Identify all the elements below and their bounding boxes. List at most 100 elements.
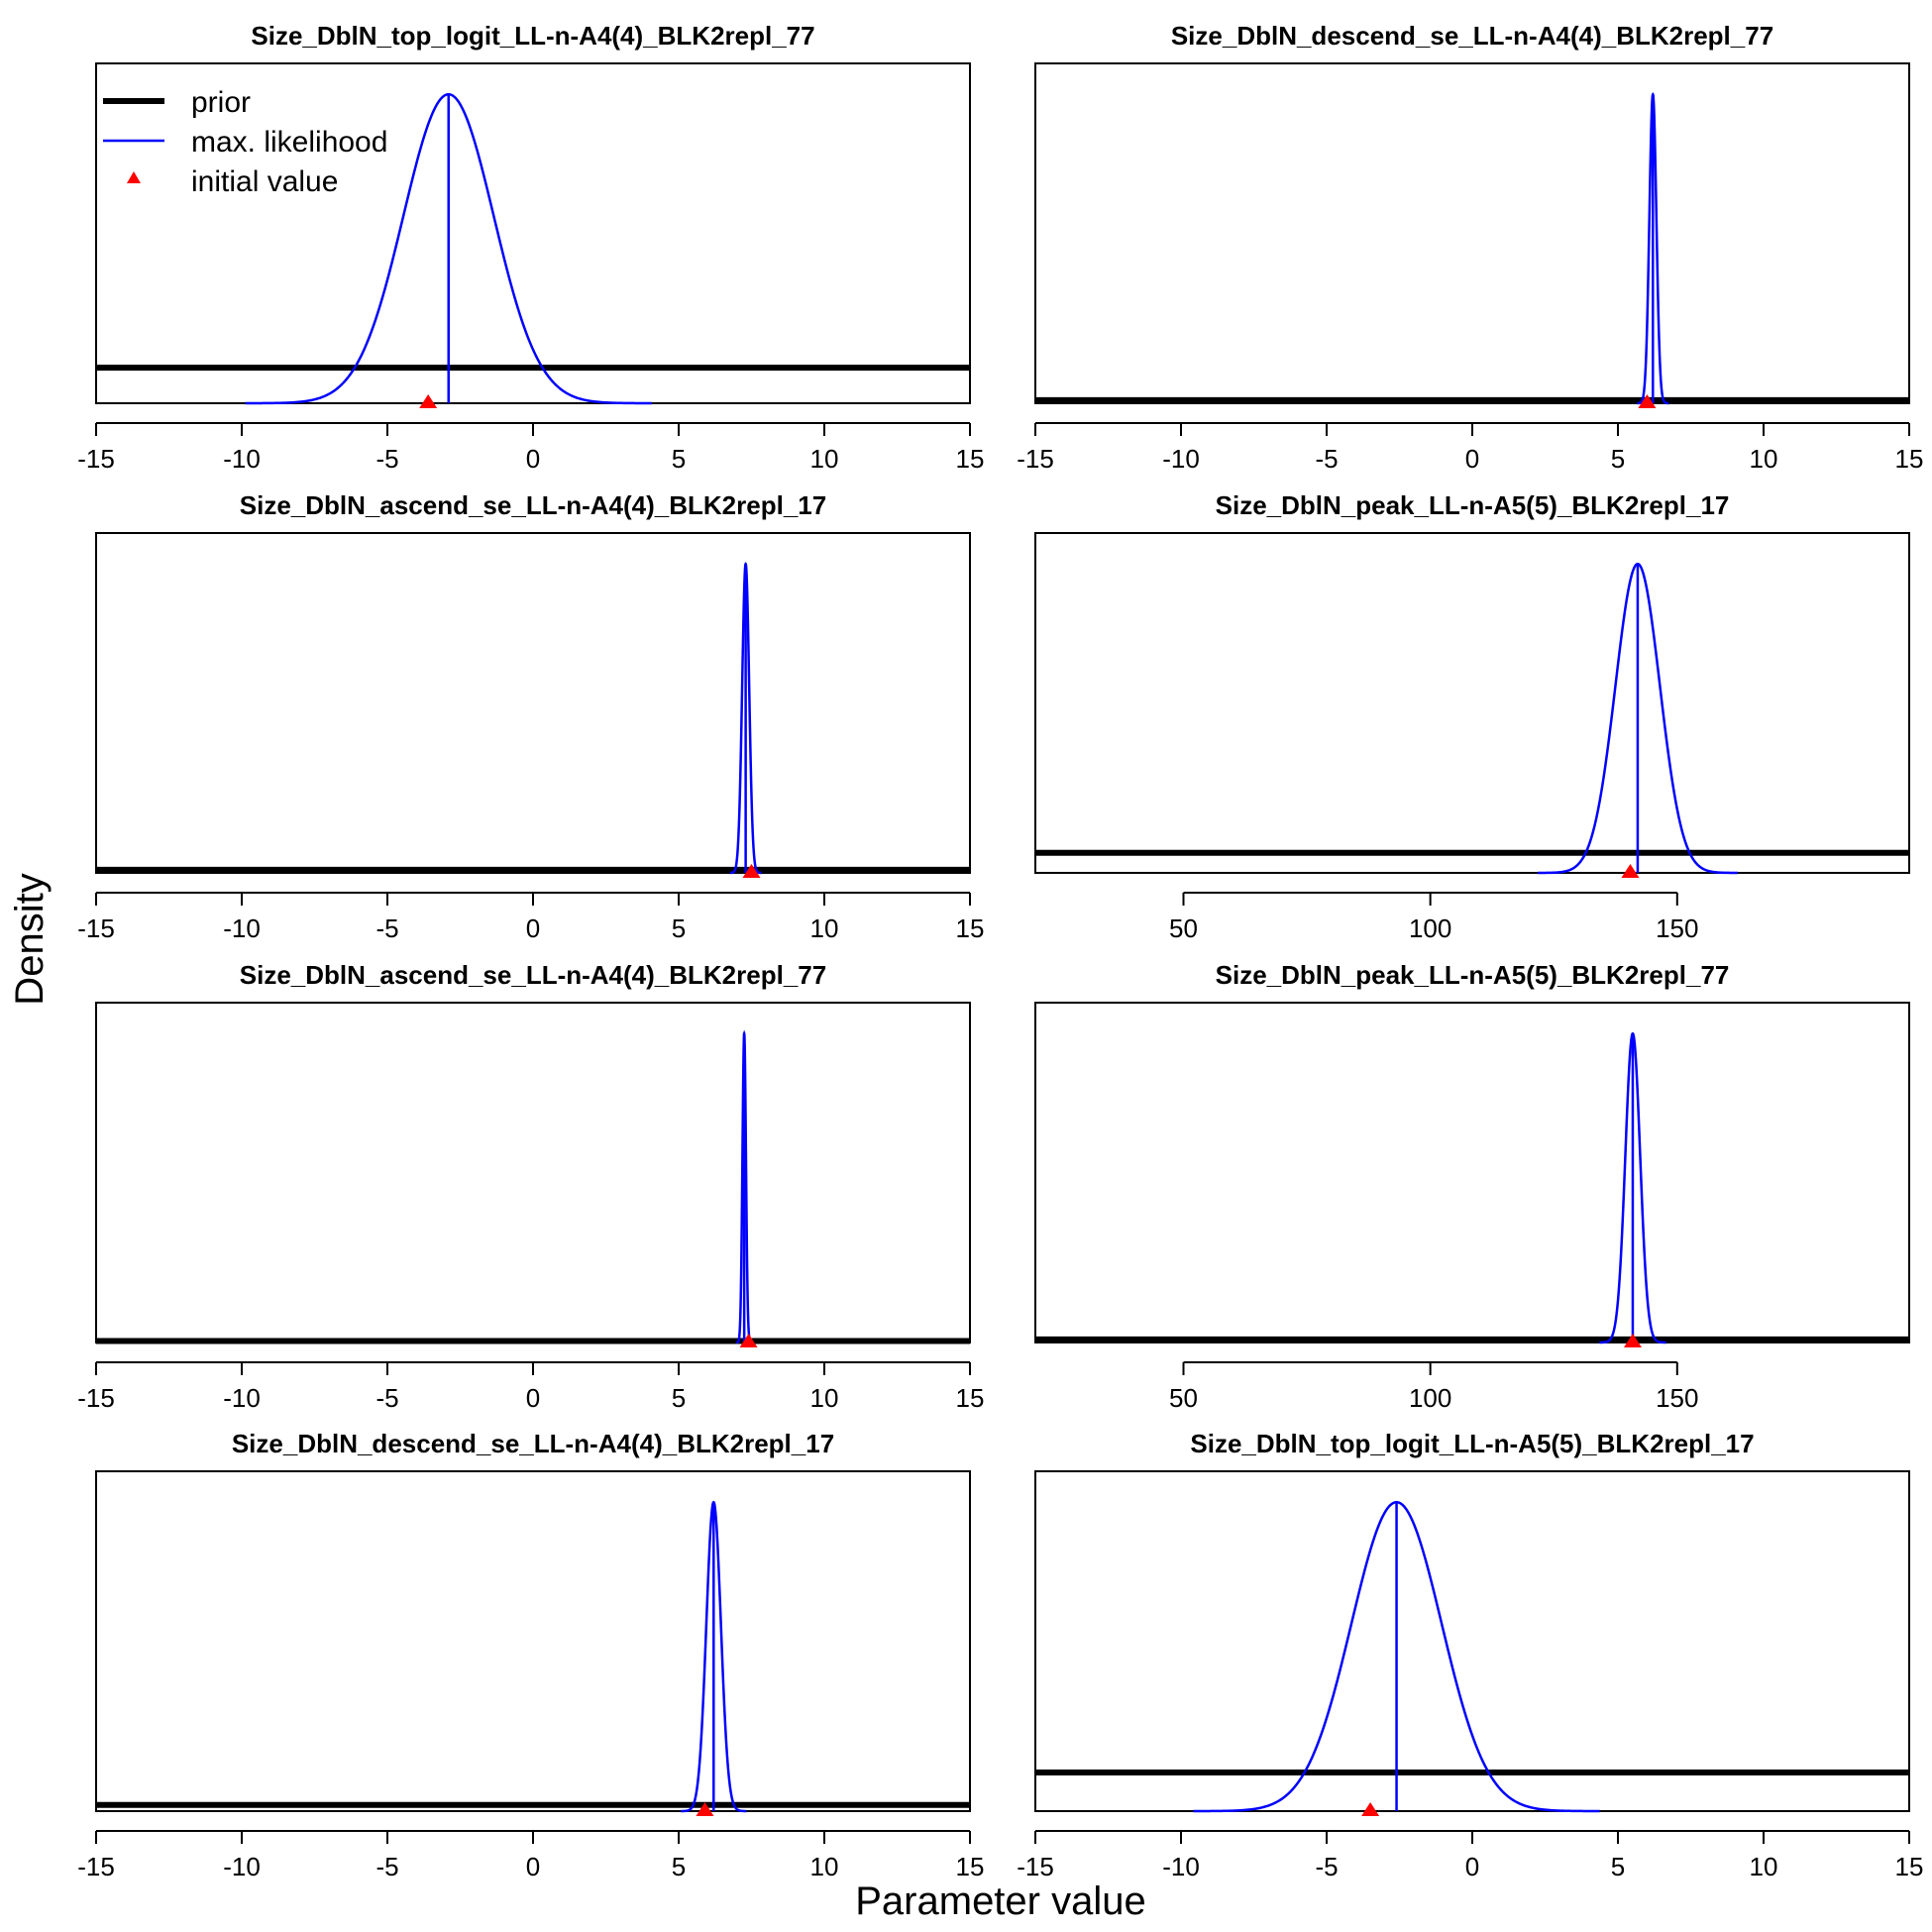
x-tick-label: -15 xyxy=(77,913,115,943)
panel-7: Size_DblN_descend_se_LL-n-A4(4)_BLK2repl… xyxy=(77,1429,984,1881)
x-tick-label: -10 xyxy=(223,913,261,943)
x-tick-label: 5 xyxy=(1611,444,1625,474)
x-tick-label: -15 xyxy=(77,444,115,474)
legend: prior max. likelihood initial value xyxy=(103,86,387,198)
x-axis: -15 -10 -5 0 5 10 15 xyxy=(77,1830,985,1881)
likelihood-curve xyxy=(1538,562,1738,875)
x-axis: -15 -10 -5 0 5 10 15 xyxy=(77,1361,985,1413)
panel-6: Size_DblN_peak_LL-n-A5(5)_BLK2repl_77 50 1… xyxy=(1034,960,1910,1413)
legend-initial-label: initial value xyxy=(191,165,338,198)
x-tick-label: -15 xyxy=(77,1383,115,1413)
y-axis-label: Density xyxy=(8,873,52,1005)
x-axis: -15 -10 -5 0 5 10 15 xyxy=(77,422,985,474)
x-tick-label: 0 xyxy=(1465,444,1479,474)
likelihood-curve xyxy=(1637,92,1669,405)
panel-5: Size_DblN_ascend_se_LL-n-A4(4)_BLK2repl_… xyxy=(77,960,984,1413)
plot-frame xyxy=(95,62,971,404)
panel-title: Size_DblN_ascend_se_LL-n-A4(4)_BLK2repl_… xyxy=(240,490,826,520)
plot-frame xyxy=(1034,62,1910,404)
x-tick-label: -5 xyxy=(376,1852,398,1881)
x-axis: -15 -10 -5 0 5 10 15 xyxy=(1017,422,1924,474)
plot-frame xyxy=(95,1002,971,1343)
legend-initial-swatch xyxy=(127,171,141,183)
x-axis: 50 100 150 xyxy=(1169,892,1698,943)
panel-title: Size_DblN_peak_LL-n-A5(5)_BLK2repl_77 xyxy=(1216,960,1730,990)
likelihood-curve xyxy=(245,92,652,405)
x-tick-label: 10 xyxy=(810,1852,839,1881)
x-tick-label: -15 xyxy=(77,1852,115,1881)
x-tick-label: 50 xyxy=(1169,913,1198,943)
x-tick-label: 10 xyxy=(810,1383,839,1413)
initial-value-marker xyxy=(742,864,761,878)
x-tick-label: 5 xyxy=(672,913,686,943)
plot-frame xyxy=(1034,1002,1910,1343)
x-tick-label: -5 xyxy=(376,444,398,474)
plot-frame xyxy=(95,532,971,874)
x-tick-label: 10 xyxy=(810,444,839,474)
x-tick-label: 0 xyxy=(526,444,540,474)
panel-8: Size_DblN_top_logit_LL-n-A5(5)_BLK2repl_… xyxy=(1017,1429,1923,1881)
x-axis-label: Parameter value xyxy=(855,1879,1145,1923)
x-tick-label: 15 xyxy=(956,444,985,474)
x-tick-label: -5 xyxy=(1315,444,1338,474)
x-tick-label: -10 xyxy=(1162,444,1200,474)
x-tick-label: 0 xyxy=(526,1852,540,1881)
x-tick-label: 0 xyxy=(1465,1852,1479,1881)
plot-frame xyxy=(95,1470,971,1812)
panel-2: Size_DblN_descend_se_LL-n-A4(4)_BLK2repl… xyxy=(1017,21,1923,474)
initial-value-marker xyxy=(739,1334,758,1347)
x-axis: 50 100 150 xyxy=(1169,1361,1698,1413)
likelihood-curve xyxy=(1599,1031,1666,1344)
x-tick-label: 150 xyxy=(1656,913,1698,943)
panels-group: Size_DblN_top_logit_LL-n-A4(4)_BLK2repl_… xyxy=(77,21,1923,1881)
panel-title: Size_DblN_ascend_se_LL-n-A4(4)_BLK2repl_… xyxy=(240,960,826,990)
x-axis: -15 -10 -5 0 5 10 15 xyxy=(77,892,985,943)
initial-value-marker xyxy=(1623,1334,1642,1347)
x-tick-label: 5 xyxy=(672,1852,686,1881)
panel-title: Size_DblN_peak_LL-n-A5(5)_BLK2repl_17 xyxy=(1216,490,1730,520)
x-tick-label: -10 xyxy=(223,444,261,474)
initial-value-marker xyxy=(696,1802,714,1816)
x-tick-label: -5 xyxy=(376,913,398,943)
x-tick-label: 10 xyxy=(1750,1852,1778,1881)
likelihood-curve xyxy=(681,1500,747,1813)
x-tick-label: 0 xyxy=(526,1383,540,1413)
x-tick-label: -10 xyxy=(1162,1852,1200,1881)
x-axis: -15 -10 -5 0 5 10 15 xyxy=(1017,1830,1924,1881)
x-tick-label: 100 xyxy=(1409,913,1451,943)
initial-value-marker xyxy=(1361,1802,1380,1816)
initial-value-marker xyxy=(1638,394,1657,408)
x-tick-label: -5 xyxy=(376,1383,398,1413)
x-tick-label: 15 xyxy=(956,1852,985,1881)
x-tick-label: 15 xyxy=(1895,444,1924,474)
x-tick-label: 10 xyxy=(810,913,839,943)
initial-value-marker xyxy=(419,394,438,408)
likelihood-curve xyxy=(1193,1500,1600,1813)
x-tick-label: 5 xyxy=(1611,1852,1625,1881)
initial-value-marker xyxy=(1621,864,1640,878)
legend-likelihood-label: max. likelihood xyxy=(191,126,387,159)
plot-frame xyxy=(1034,1470,1910,1812)
x-tick-label: -15 xyxy=(1017,1852,1054,1881)
x-tick-label: 10 xyxy=(1750,444,1778,474)
panel-title: Size_DblN_descend_se_LL-n-A4(4)_BLK2repl… xyxy=(232,1429,834,1458)
x-tick-label: 0 xyxy=(526,913,540,943)
panel-title: Size_DblN_top_logit_LL-n-A4(4)_BLK2repl_… xyxy=(251,21,814,51)
panel-4: Size_DblN_peak_LL-n-A5(5)_BLK2repl_17 50 1… xyxy=(1034,490,1910,943)
plot-frame xyxy=(1034,532,1910,874)
x-tick-label: 5 xyxy=(672,444,686,474)
x-tick-label: 15 xyxy=(956,1383,985,1413)
x-tick-label: -15 xyxy=(1017,444,1054,474)
x-tick-label: 15 xyxy=(956,913,985,943)
x-tick-label: 150 xyxy=(1656,1383,1698,1413)
legend-prior-label: prior xyxy=(191,86,251,119)
x-tick-label: 100 xyxy=(1409,1383,1451,1413)
panel-3: Size_DblN_ascend_se_LL-n-A4(4)_BLK2repl_… xyxy=(77,490,984,943)
x-tick-label: 15 xyxy=(1895,1852,1924,1881)
x-tick-label: 5 xyxy=(672,1383,686,1413)
likelihood-curve xyxy=(729,562,762,875)
panel-title: Size_DblN_descend_se_LL-n-A4(4)_BLK2repl… xyxy=(1171,21,1773,51)
x-tick-label: 50 xyxy=(1169,1383,1198,1413)
x-tick-label: -10 xyxy=(223,1852,261,1881)
